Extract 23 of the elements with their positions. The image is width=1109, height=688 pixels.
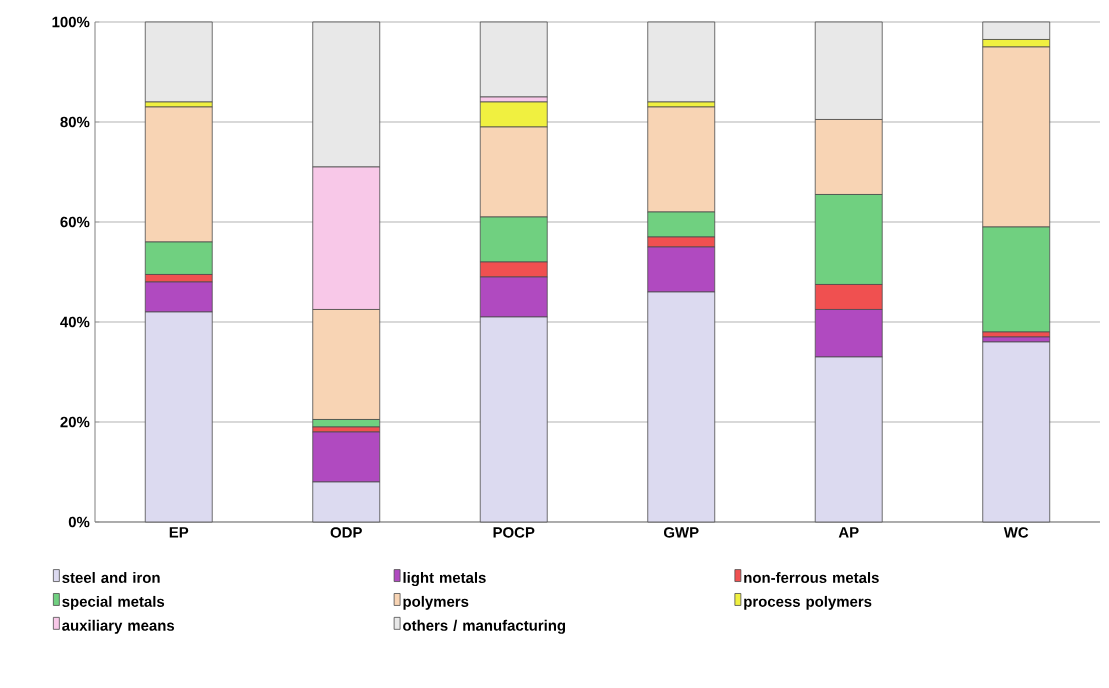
legend-label: others / manufacturing	[403, 619, 566, 634]
legend-label: auxiliary means	[62, 619, 175, 634]
y-tick-label: 0%	[68, 516, 90, 528]
y-tick-label: 20%	[60, 416, 90, 428]
y-tick-label: 100%	[52, 16, 90, 28]
legend-label: steel and iron	[62, 572, 160, 583]
x-tick-label: EP	[169, 527, 189, 538]
legend-label: non-ferrous metals	[744, 572, 879, 583]
bar	[479, 21, 548, 98]
legend-label: polymers	[403, 595, 469, 610]
x-tick-label: GWP	[664, 527, 699, 538]
bar	[647, 21, 716, 103]
legend-label: special metals	[62, 595, 165, 610]
y-tick-label: 80%	[60, 116, 90, 128]
x-tick-label: ODP	[330, 527, 362, 538]
y-tick-label: 60%	[60, 216, 90, 228]
x-tick-label: AP	[838, 527, 859, 538]
y-tick-label: 40%	[60, 316, 90, 328]
x-tick-label: WC	[1003, 527, 1029, 538]
x-tick-label: POCP	[493, 527, 535, 538]
legend-label: process polymers	[744, 595, 872, 610]
bar	[144, 21, 213, 103]
legend-label: light metals	[403, 572, 486, 587]
